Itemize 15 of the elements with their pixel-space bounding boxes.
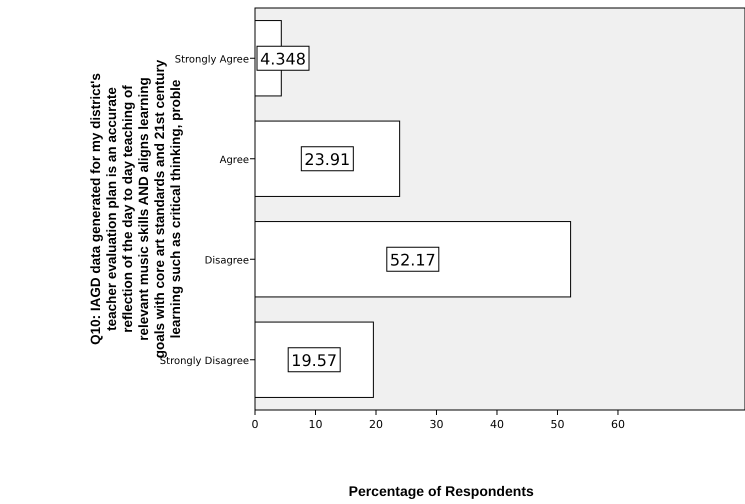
x-tick-label: 20 (368, 418, 383, 431)
x-axis-title: Percentage of Respondents (348, 483, 534, 499)
data-label: 19.57 (291, 350, 338, 370)
x-tick-label: 60 (610, 418, 625, 431)
y-tick-label: Disagree (204, 255, 249, 266)
x-tick-label: 50 (550, 418, 564, 431)
y-tick-label: Agree (220, 154, 249, 166)
data-label: 23.91 (304, 150, 350, 169)
x-tick-label: 0 (252, 418, 258, 431)
x-tick-label: 10 (308, 418, 322, 431)
x-tick-label: 30 (429, 418, 444, 431)
data-label: 4.348 (260, 49, 306, 68)
y-tick-label: Strongly Agree (174, 54, 249, 66)
data-label: 52.17 (390, 250, 436, 270)
x-tick-label: 40 (490, 418, 504, 431)
